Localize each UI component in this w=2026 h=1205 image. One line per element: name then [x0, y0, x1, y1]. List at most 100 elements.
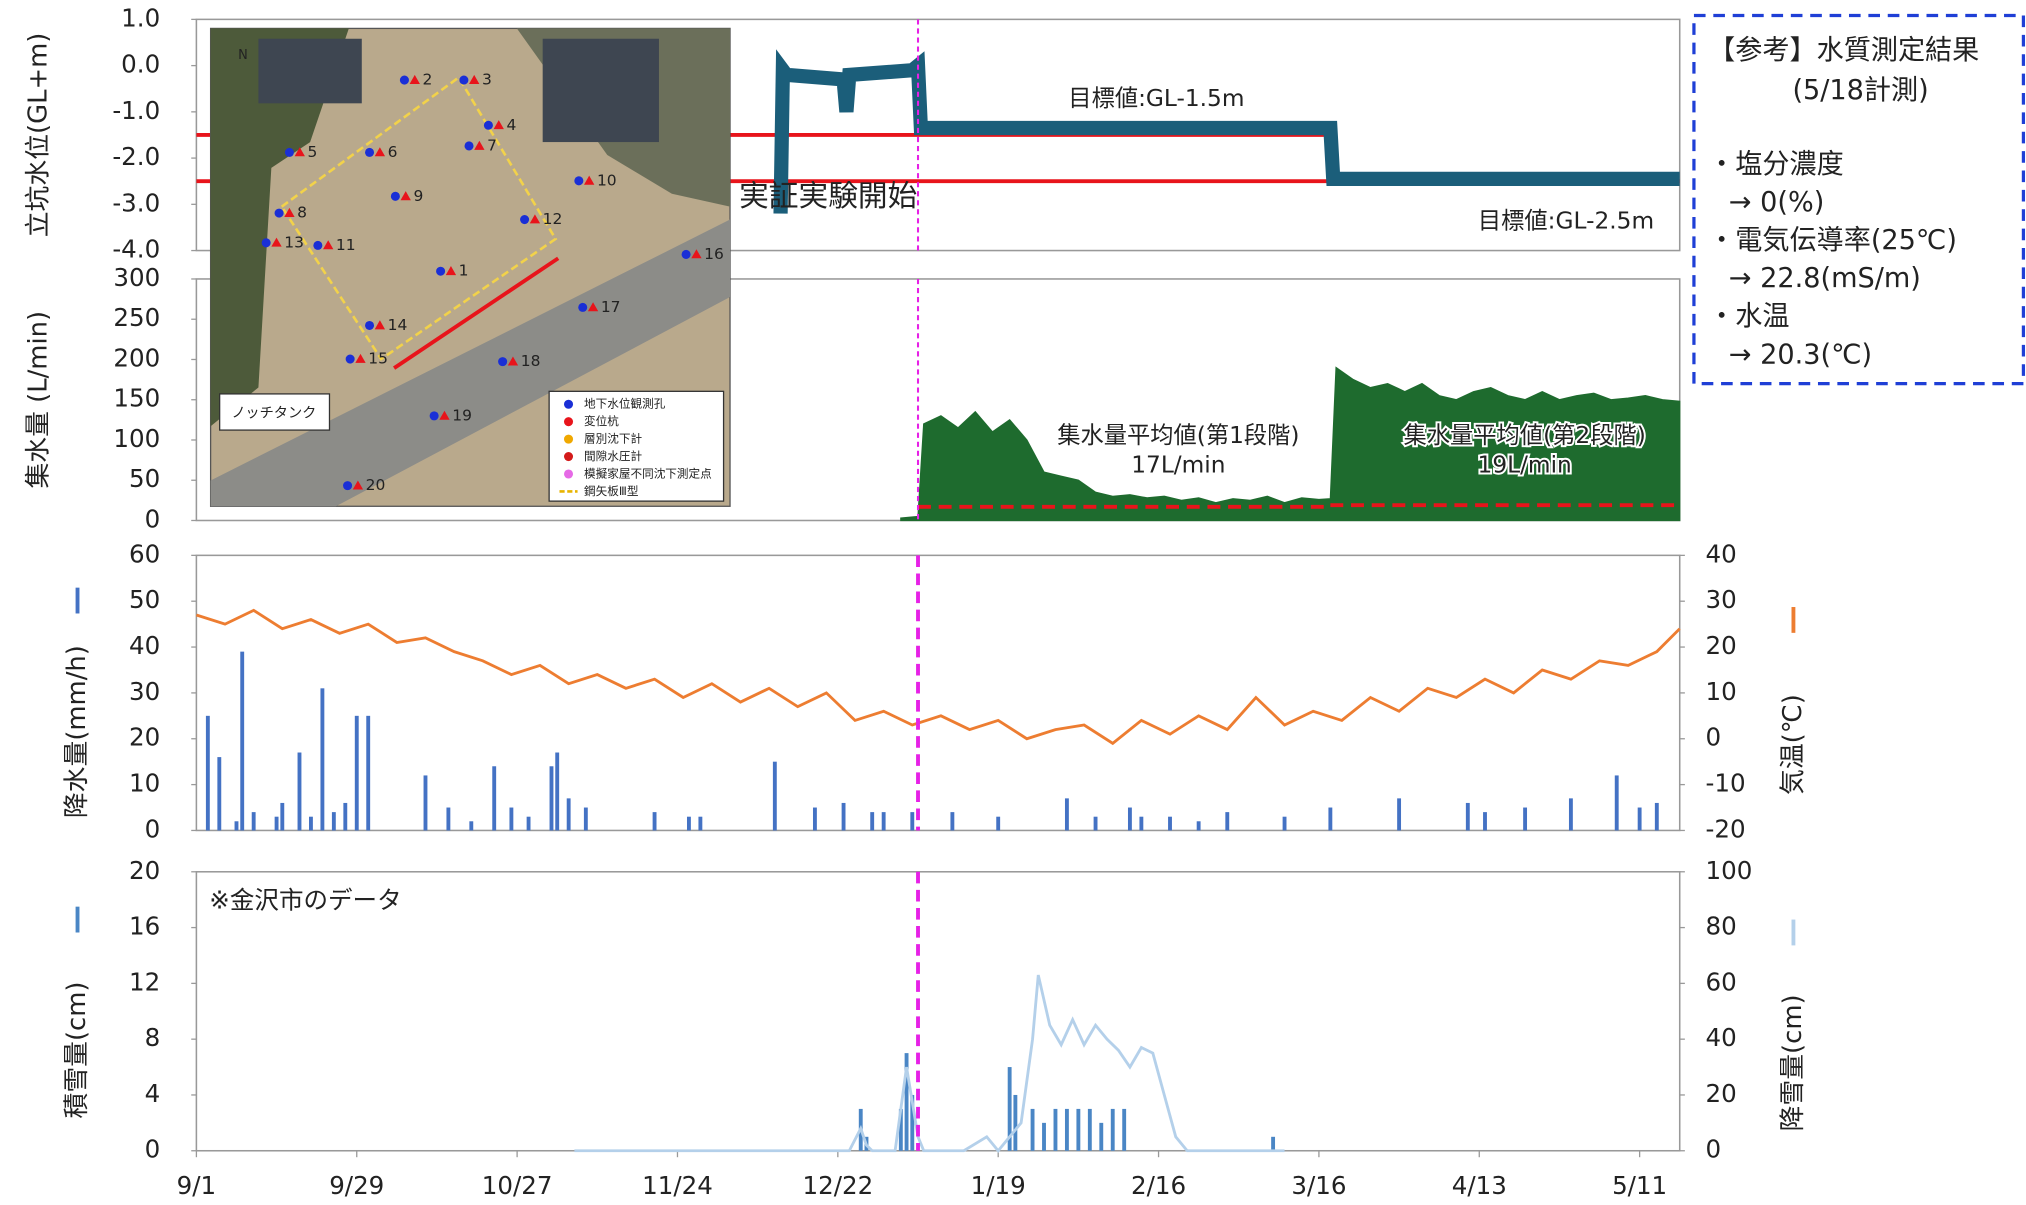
y2-tick-label: 80: [1706, 912, 1737, 941]
displacement-pile: [374, 320, 386, 330]
bar: [1127, 807, 1132, 831]
bar: [1483, 812, 1487, 831]
y-axis-label: 降水量(mm/h): [62, 645, 92, 818]
y2-tick-label: 40: [1706, 539, 1737, 568]
bar: [1168, 816, 1172, 831]
bar: [904, 1053, 909, 1151]
x-tick-label: 1/19: [971, 1171, 1026, 1200]
y-tick-label: 12: [129, 967, 160, 996]
point-label: 14: [388, 316, 408, 334]
bar: [1523, 807, 1528, 831]
bar: [509, 807, 514, 831]
y-tick-label: 40: [129, 631, 160, 660]
observation-well: [681, 249, 691, 259]
bar: [841, 802, 846, 831]
reference-line: → 0(%): [1729, 187, 1825, 218]
line: [195, 608, 1681, 746]
y-tick-label: 20: [129, 856, 160, 885]
bar: [309, 816, 313, 831]
bar: [772, 761, 777, 831]
y-tick-label: 250: [113, 303, 160, 332]
building: [258, 38, 362, 104]
displacement-pile: [271, 237, 282, 247]
reference-line: ・電気伝導率(25℃): [1708, 225, 1957, 256]
plot-area: [195, 554, 1681, 832]
bar: [280, 802, 285, 831]
bar: [898, 1108, 903, 1151]
y-tick-label: -4.0: [112, 235, 160, 264]
displacement-pile: [294, 147, 305, 157]
bar: [996, 816, 1001, 831]
annotation: 17L/min: [1131, 452, 1225, 479]
bar: [555, 752, 560, 831]
bar: [274, 816, 279, 831]
observation-well: [574, 176, 584, 186]
bar: [1328, 807, 1333, 831]
y-tick-label: 8: [145, 1023, 161, 1052]
pipe: [393, 256, 560, 370]
bar: [1030, 1108, 1035, 1151]
legend-symbol: [563, 434, 574, 444]
bar: [1076, 1108, 1081, 1151]
tank-label: ノッチタンク: [231, 405, 316, 421]
bar: [1093, 816, 1098, 831]
point-label: 17: [601, 298, 621, 316]
bar: [1637, 807, 1642, 831]
legend-symbol: [563, 469, 574, 479]
plot-area: [195, 871, 1681, 1152]
bar: [251, 812, 256, 831]
bar: [1568, 798, 1573, 831]
bar: [423, 775, 428, 831]
annotation: 実証実験開始: [739, 179, 917, 214]
legend-symbol: [563, 452, 574, 462]
displacement-pile: [493, 120, 504, 130]
y-tick-label: 0: [145, 814, 161, 843]
bar: [686, 816, 691, 831]
bar: [583, 807, 588, 831]
y-tick-label: 0: [145, 1135, 161, 1164]
x-tick-label: 5/11: [1612, 1171, 1667, 1200]
tank-box: [219, 393, 331, 431]
observation-well: [483, 120, 493, 130]
y2-axis-label: 降雪量(cm): [1778, 994, 1808, 1131]
point-label: 10: [597, 171, 617, 189]
bar: [549, 766, 554, 831]
sheet-pile: [279, 75, 558, 361]
bar: [1654, 802, 1659, 831]
point-label: 18: [521, 352, 541, 370]
annotation: 19L/min: [1478, 452, 1572, 479]
annotation: ※金沢市のデータ: [209, 885, 401, 914]
vegetation: [210, 28, 349, 427]
y2-tick-label: 10: [1706, 677, 1737, 706]
x-tick-label: 12/22: [802, 1171, 873, 1200]
site-map: N12 345 6 7891011121314151617181920ノッチタンク地下…: [209, 27, 731, 507]
bar: [1122, 1108, 1127, 1151]
legend-symbol: [563, 417, 574, 427]
displacement-pile: [439, 410, 450, 420]
bar: [1465, 802, 1470, 831]
y2-axis-label: 気温(℃): [1778, 694, 1808, 795]
observation-well: [520, 215, 530, 225]
point-label: 19: [452, 406, 472, 424]
bar: [881, 812, 886, 831]
displacement-pile: [445, 266, 457, 276]
bar: [297, 752, 302, 831]
x-tick-label: 9/1: [177, 1171, 216, 1200]
y-tick-label: 0: [145, 504, 161, 533]
bar: [1139, 816, 1144, 831]
bar: [1053, 1108, 1058, 1151]
bar: [354, 715, 359, 831]
point-label: 15: [368, 350, 388, 368]
displacement-pile: [469, 74, 480, 84]
point-label: 6: [388, 143, 398, 161]
point-label: 16: [704, 245, 724, 263]
point-label: 12: [543, 210, 563, 228]
bar: [1271, 1136, 1276, 1151]
y-tick-label: 200: [113, 343, 160, 372]
bar: [1007, 1067, 1012, 1151]
displacement-pile: [352, 480, 364, 490]
displacement-pile: [474, 140, 485, 150]
y2-tick-label: 100: [1706, 856, 1753, 885]
map-north: N: [238, 48, 248, 63]
